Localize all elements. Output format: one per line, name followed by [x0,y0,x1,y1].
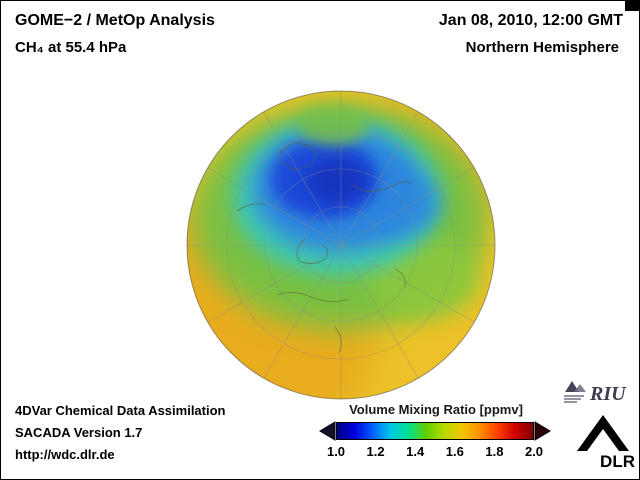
colorbar-gradient [336,422,534,440]
coastlines [236,141,414,354]
title-line2: CH₄ at 55.4 hPa [15,39,127,56]
title-line1: GOME−2 / MetOp Analysis [15,12,215,29]
globe-map [185,89,497,401]
globe-svg [186,90,496,400]
colorbar-tick: 1.8 [485,444,504,459]
colorbar-tick: 1.0 [326,444,346,459]
dlr-label: DLR [600,452,635,469]
riu-mountain-icon [564,381,586,403]
region-label: Northern Hemisphere [465,39,619,56]
colorbar-right-arrow-icon [534,421,551,441]
figure-date-block: Jan 08, 2010, 12:00 GMT Northern Hemisph… [438,12,623,56]
colorbar-ticks: 1.0 1.2 1.4 1.6 1.8 2.0 [327,444,543,460]
right-arrow-shape [534,421,551,441]
version-line: SACADA Version 1.7 [15,425,143,440]
dlr-logo: DLR [575,413,637,474]
colorbar-tick: 1.2 [366,444,385,459]
colorbar-tick: 1.4 [406,444,425,459]
dlr-emblem-icon [577,415,629,451]
attribution-block: 4DVar Chemical Data Assimilation SACADA … [15,400,226,466]
left-arrow-shape [319,421,336,441]
riu-label: RIU [589,383,627,405]
riu-logo: RIU [562,377,636,412]
attribution-line: 4DVar Chemical Data Assimilation [15,403,226,418]
url-text: http://wdc.dlr.de [15,447,115,462]
date-label: Jan 08, 2010, 12:00 GMT [438,12,623,29]
colorbar-tick: 1.6 [445,444,464,459]
figure-title-block: GOME−2 / MetOp Analysis CH₄ at 55.4 hPa [15,12,215,56]
globe-rim [186,90,496,400]
colorbar-title: Volume Mixing Ratio [ppmv] [349,402,523,417]
colorbar: Volume Mixing Ratio [ppmv] 1.0 1.2 1.4 1… [319,402,553,460]
colorbar-left-arrow-icon [319,421,336,441]
colorbar-tick: 2.0 [524,444,544,459]
corner-marker [625,1,639,11]
graticule [187,91,495,399]
